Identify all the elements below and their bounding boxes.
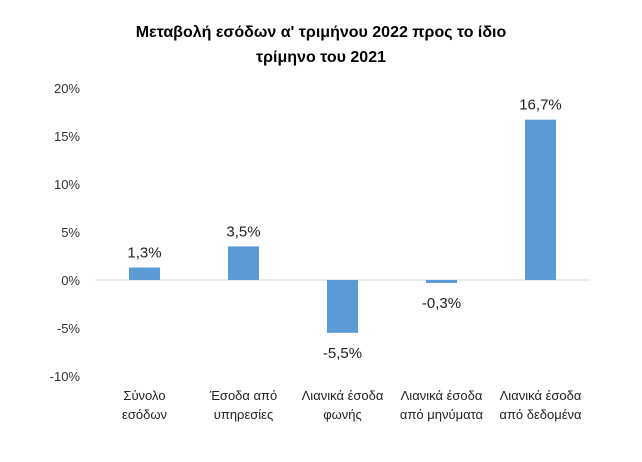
x-tick-label: υπηρεσίες (214, 407, 273, 422)
chart-title-line-1: Μεταβολή εσόδων α' τριμήνου 2022 προς το… (135, 24, 507, 41)
data-label: -5,5% (323, 345, 362, 362)
y-tick-label: -5% (57, 321, 81, 336)
bar (525, 119, 556, 281)
data-label: 16,7% (519, 97, 562, 114)
bar (228, 246, 259, 280)
data-label: 3,5% (226, 223, 260, 240)
x-tick-label: Λιανικά έσοδα (401, 388, 483, 403)
x-tick-label: Λιανικά έσοδα (500, 388, 582, 403)
data-label: 1,3% (127, 245, 161, 262)
y-tick-label: 10% (54, 177, 80, 192)
x-tick-label: Έσοδα από (209, 388, 278, 403)
x-tick-label: Λιανικά έσοδα (302, 388, 384, 403)
bar (426, 280, 457, 283)
chart-title: Μεταβολή εσόδων α' τριμήνου 2022 προς το… (0, 20, 642, 70)
x-tick-label: εσόδων (122, 407, 167, 422)
y-tick-label: 20% (54, 81, 80, 96)
y-tick-label: 0% (61, 273, 80, 288)
x-tick-label: φωνής (323, 407, 362, 422)
bar (327, 280, 358, 333)
chart-title-line-2: τρίμηνο του 2021 (256, 49, 386, 66)
bar (129, 267, 160, 280)
y-tick-label: 5% (61, 225, 80, 240)
x-tick-label: από μηνύματα (400, 407, 484, 422)
y-tick-label: 15% (54, 129, 80, 144)
x-tick-label: Σύνολο (123, 388, 165, 403)
data-label: -0,3% (422, 295, 461, 312)
y-tick-label: -10% (50, 369, 81, 384)
x-tick-label: από δεδομένα (499, 407, 582, 422)
